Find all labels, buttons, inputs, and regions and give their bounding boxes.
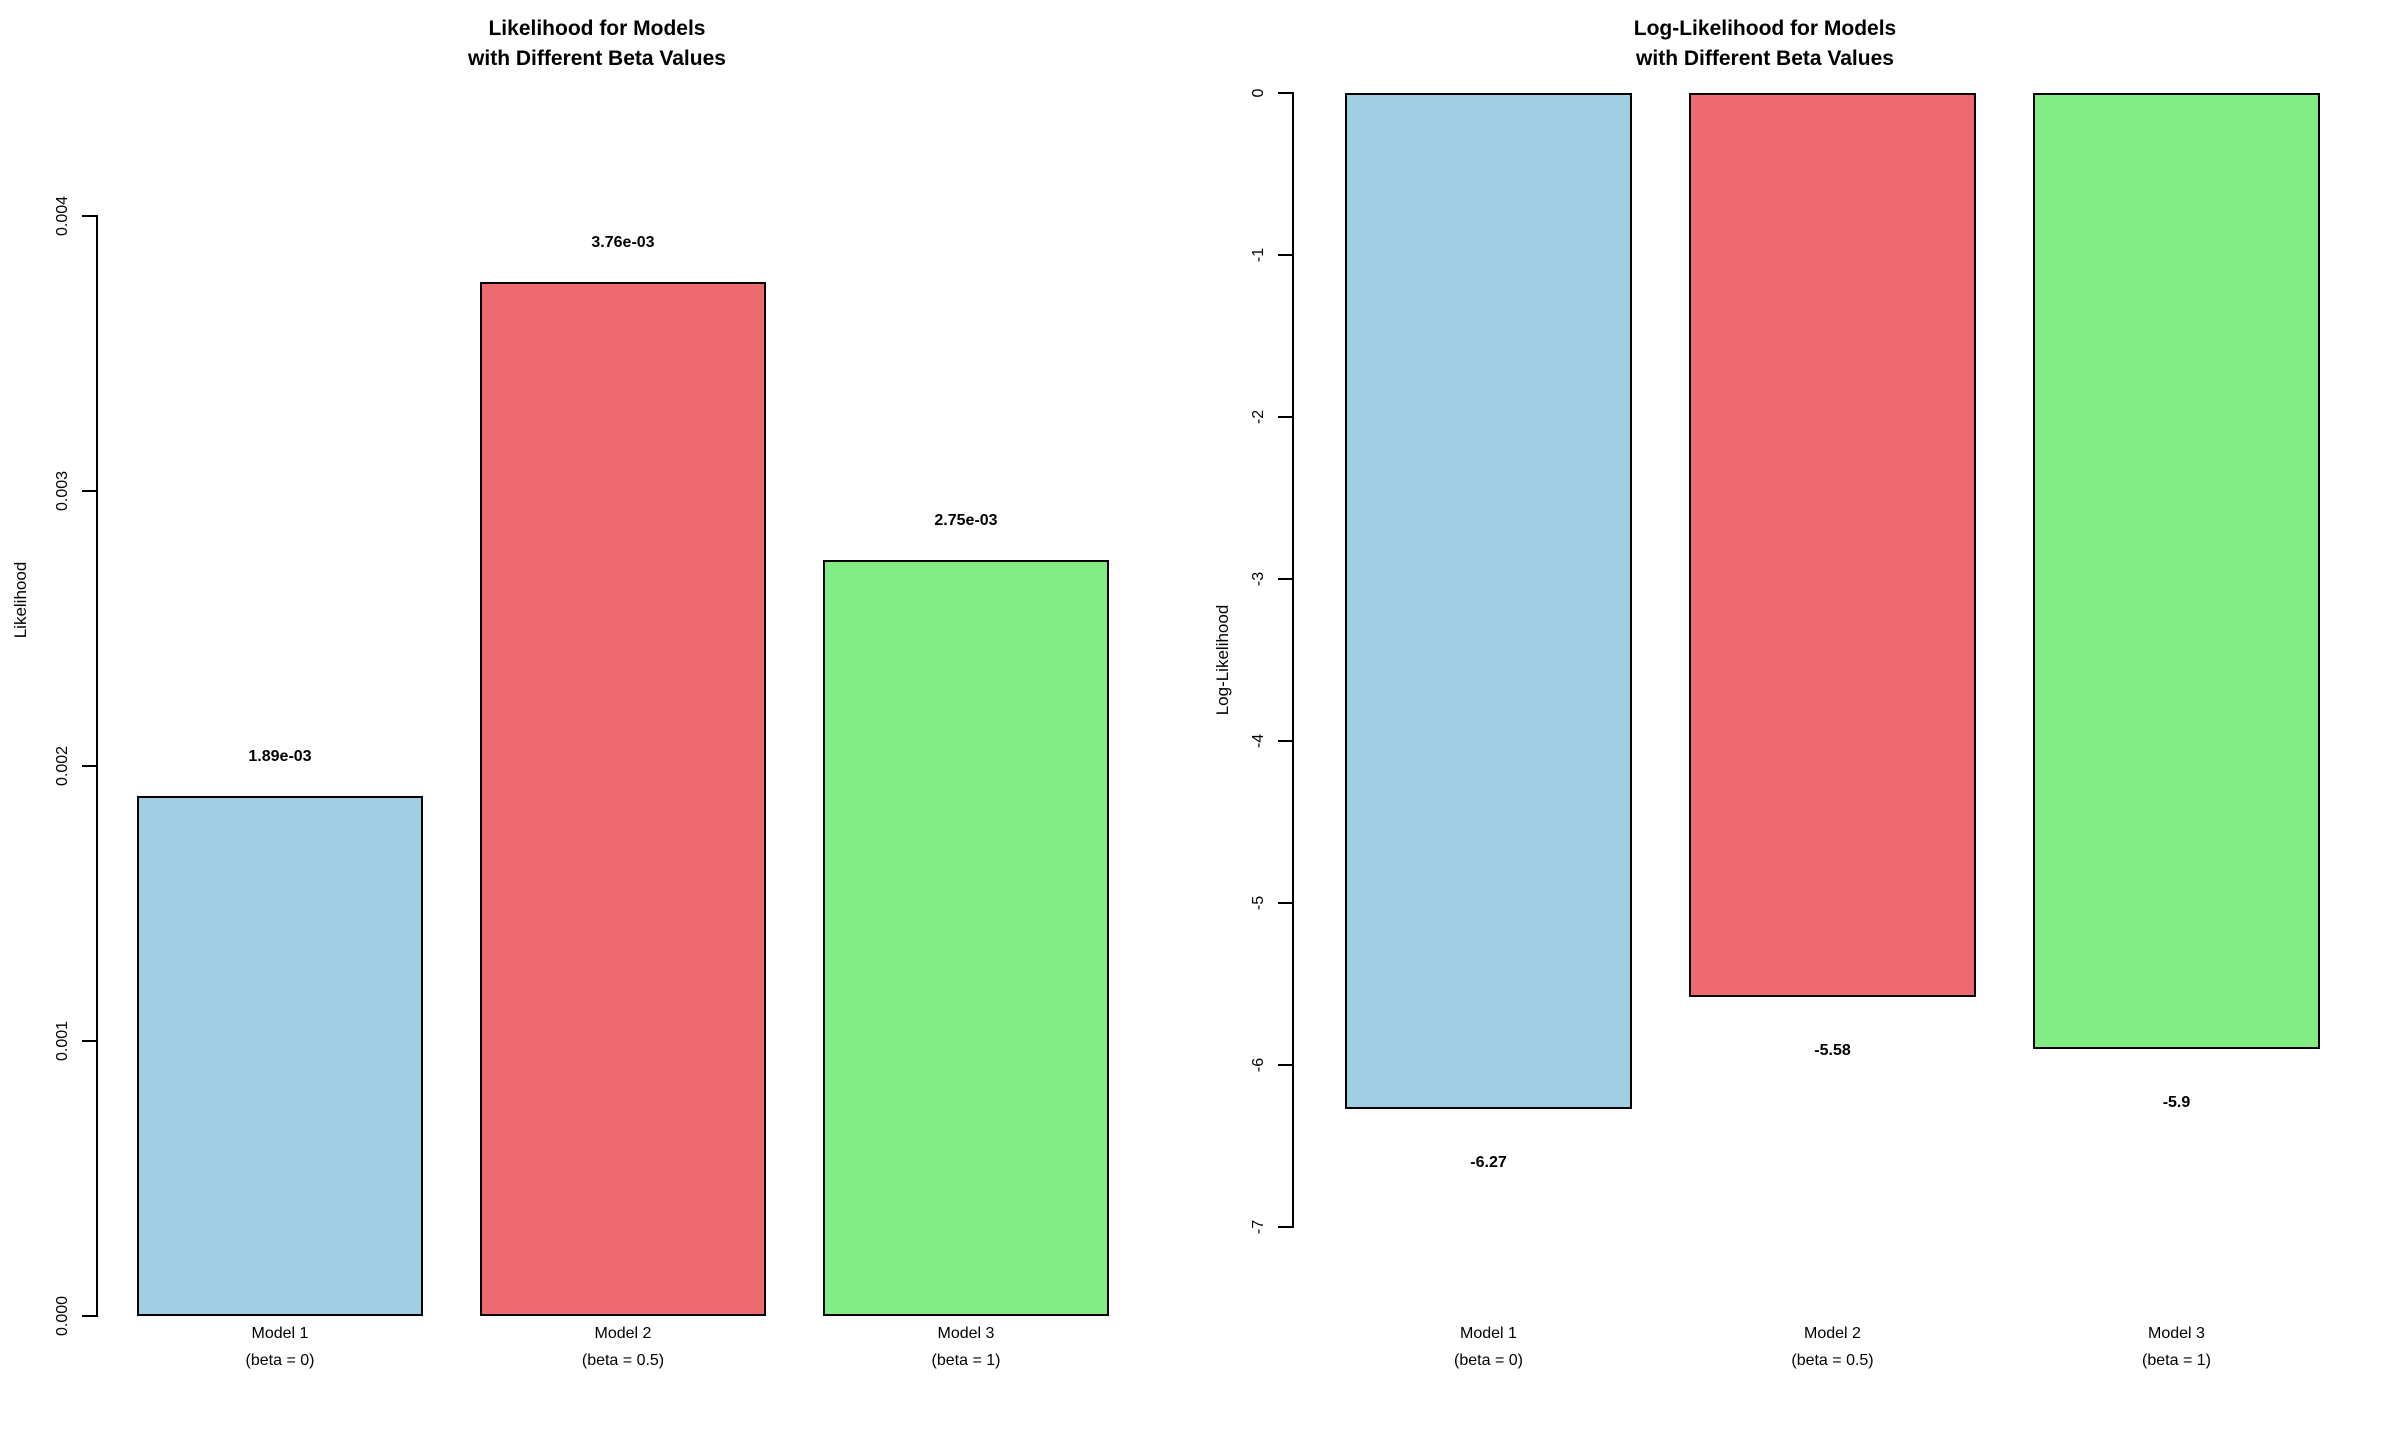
plot-area-log-likelihood: 0 -1 -2 -3 -4 -5 -6 -7 -6.27 Model 1 (beta = 0) -5.… bbox=[1200, 0, 2400, 1440]
x-category-label-1: Model 1 (beta = 0) bbox=[137, 1320, 423, 1374]
y-axis-tick bbox=[82, 215, 98, 217]
y-axis-tick-label: -7 bbox=[1250, 1219, 1267, 1235]
y-axis-tick-label: -1 bbox=[1250, 247, 1267, 263]
x-category-line: (beta = 0) bbox=[245, 1352, 315, 1369]
y-axis-tick bbox=[1278, 416, 1294, 418]
y-axis-tick bbox=[1278, 740, 1294, 742]
y-axis-tick bbox=[1278, 902, 1294, 904]
y-axis-tick bbox=[1278, 92, 1294, 94]
x-category-label-3: Model 3 (beta = 1) bbox=[823, 1320, 1109, 1374]
bar-value-label-3: -5.9 bbox=[2162, 1093, 2191, 1111]
x-category-line: (beta = 0.5) bbox=[1791, 1352, 1874, 1369]
x-category-line: Model 2 bbox=[1804, 1325, 1861, 1342]
x-category-line: Model 3 bbox=[937, 1325, 995, 1342]
y-axis-tick bbox=[82, 490, 98, 492]
bar-value-label-2: 3.76e-03 bbox=[591, 234, 655, 251]
x-category-label-2: Model 2 (beta = 0.5) bbox=[480, 1320, 766, 1374]
x-category-line: (beta = 1) bbox=[931, 1352, 1001, 1369]
chart-title-line1: Likelihood for Models bbox=[488, 17, 706, 40]
y-axis-tick-label: 0.003 bbox=[54, 470, 71, 512]
y-axis-tick-label: -6 bbox=[1250, 1057, 1267, 1073]
log-likelihood-chart-panel: Log-Likelihood for Models with Different… bbox=[1200, 0, 2400, 1440]
y-axis-tick-label: -3 bbox=[1250, 571, 1267, 587]
x-category-line: Model 1 bbox=[1460, 1325, 1517, 1342]
chart-title-line2: with Different Beta Values bbox=[1636, 47, 1894, 70]
y-axis-tick bbox=[1278, 1064, 1294, 1066]
y-axis-tick bbox=[1278, 1226, 1294, 1228]
bar-model-2 bbox=[1689, 93, 1976, 997]
plot-area-likelihood: 0.000 0.001 0.002 0.003 0.004 1.89e-03 Model 1… bbox=[54, 195, 1109, 1374]
bar-model-1 bbox=[137, 796, 423, 1316]
likelihood-chart-panel: Likelihood for Models with Different Bet… bbox=[11, 14, 1109, 1374]
y-axis-tick-label: -4 bbox=[1250, 733, 1267, 749]
y-axis-tick-label: 0.001 bbox=[54, 1020, 71, 1062]
y-axis-tick-label: 0.000 bbox=[54, 1295, 71, 1337]
y-axis-tick-label: 0.004 bbox=[54, 195, 71, 237]
x-category-line: Model 3 bbox=[2148, 1325, 2205, 1342]
bar-model-2 bbox=[480, 282, 766, 1316]
chart-title-likelihood: Likelihood for Models with Different Bet… bbox=[468, 14, 726, 74]
x-category-line: Model 2 bbox=[594, 1325, 652, 1342]
chart-title-line2: with Different Beta Values bbox=[468, 47, 726, 70]
y-axis-tick bbox=[82, 765, 98, 767]
chart-title-line1: Log-Likelihood for Models bbox=[1633, 17, 1897, 40]
y-axis-tick-label: -5 bbox=[1250, 895, 1267, 911]
x-category-line: (beta = 0) bbox=[1454, 1352, 1523, 1369]
x-category-label-2: Model 2 (beta = 0.5) bbox=[1689, 1320, 1976, 1374]
bar-value-label-2: -5.58 bbox=[1814, 1041, 1851, 1059]
y-axis-line bbox=[1292, 93, 1294, 1227]
chart-title-log-likelihood: Log-Likelihood for Models with Different… bbox=[1634, 14, 1896, 74]
y-axis-tick bbox=[1278, 578, 1294, 580]
bar-model-1 bbox=[1345, 93, 1632, 1109]
x-category-line: Model 1 bbox=[251, 1325, 309, 1342]
y-axis-tick-label: 0 bbox=[1250, 88, 1267, 98]
bar-model-3 bbox=[823, 559, 1109, 1316]
y-axis-tick bbox=[82, 1040, 98, 1042]
bar-value-label-1: -6.27 bbox=[1470, 1153, 1507, 1171]
y-axis-tick-label: 0.002 bbox=[54, 745, 71, 787]
x-category-label-1: Model 1 (beta = 0) bbox=[1345, 1320, 1632, 1374]
x-category-line: (beta = 0.5) bbox=[581, 1352, 665, 1369]
bar-value-label-1: 1.89e-03 bbox=[248, 748, 312, 766]
x-category-label-3: Model 3 (beta = 1) bbox=[2033, 1320, 2320, 1374]
bar-model-3 bbox=[2033, 93, 2320, 1049]
bar-value-label-3: 2.75e-03 bbox=[934, 511, 998, 529]
y-axis-tick-label: -2 bbox=[1250, 409, 1267, 425]
y-axis-tick bbox=[82, 1315, 98, 1317]
x-category-line: (beta = 1) bbox=[2142, 1352, 2211, 1369]
y-axis-tick bbox=[1278, 254, 1294, 256]
